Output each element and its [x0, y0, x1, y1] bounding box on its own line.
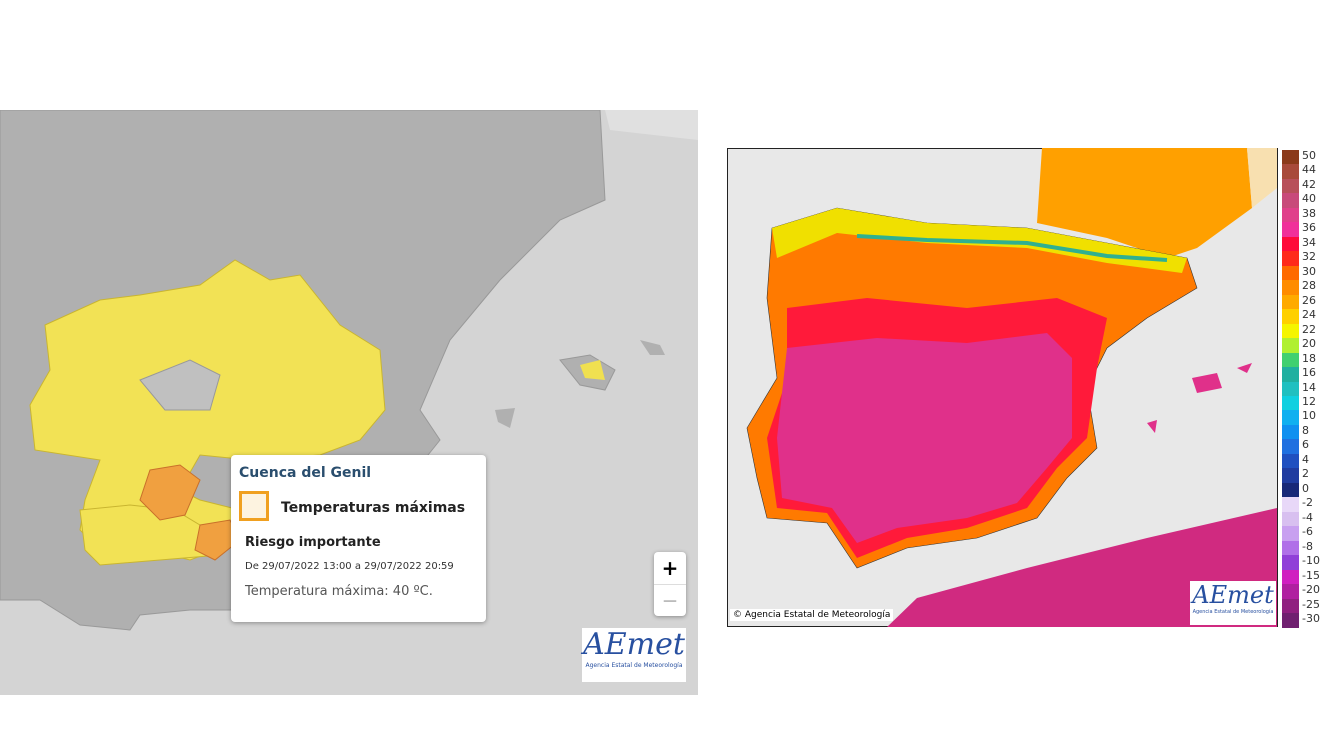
legend-swatch: [1282, 251, 1299, 266]
legend-swatch: [1282, 236, 1299, 252]
legend-swatch: [1282, 193, 1299, 208]
legend-swatch: [1282, 540, 1299, 556]
legend-swatch: [1282, 584, 1299, 599]
legend-swatch: [1282, 381, 1299, 396]
legend-swatch: [1282, 352, 1299, 368]
legend-label: 30: [1302, 264, 1316, 278]
info-popup: Cuenca del Genil Temperaturas máximas Ri…: [231, 455, 486, 622]
legend-label: 8: [1302, 423, 1309, 437]
phenomenon: Temperaturas máximas: [281, 500, 466, 516]
legend-label: 24: [1302, 308, 1316, 322]
legend-swatch: [1282, 613, 1299, 628]
legend-swatch: [1282, 207, 1299, 223]
legend-swatch: [1282, 439, 1299, 454]
legend-label: -8: [1302, 539, 1313, 553]
legend-swatch: [1282, 555, 1299, 570]
legend-label: 18: [1302, 351, 1316, 365]
legend-swatch: [1282, 150, 1299, 165]
legend-swatch: [1282, 222, 1299, 237]
legend-swatch: [1282, 280, 1299, 295]
logo: AEmet Agencia Estatal de Meteorología: [582, 628, 686, 682]
legend-swatch: [1282, 468, 1299, 483]
legend-swatch: [1282, 410, 1299, 425]
legend-swatch: [1282, 178, 1299, 194]
logo-name: AEmet: [1192, 581, 1274, 609]
legend-swatch: [1282, 598, 1299, 614]
legend-swatch: [1282, 526, 1299, 541]
credit: © Agencia Estatal de Meteorología: [730, 609, 894, 621]
legend-label: 20: [1302, 337, 1316, 351]
period: De 29/07/2022 13:00 a 29/07/2022 20:59: [245, 561, 454, 572]
legend-label: 16: [1302, 366, 1316, 380]
zoom-out[interactable]: —: [654, 584, 686, 617]
legend-label: 4: [1302, 452, 1309, 466]
legend-label: -20: [1302, 583, 1320, 597]
legend-label: 2: [1302, 467, 1309, 481]
legend-label: 12: [1302, 394, 1316, 408]
legend-label: -10: [1302, 554, 1320, 568]
risk-level: Riesgo importante: [245, 535, 381, 550]
legend-label: 10: [1302, 409, 1316, 423]
legend-swatch: [1282, 323, 1299, 339]
legend-label: -2: [1302, 496, 1313, 510]
legend-swatch: [1282, 367, 1299, 382]
legend-swatch: [1282, 294, 1299, 310]
legend-label: 40: [1302, 192, 1316, 206]
legend-swatch: [1282, 265, 1299, 281]
forecast-map: [727, 148, 1278, 627]
legend-swatch: [1282, 395, 1299, 411]
legend-label: 26: [1302, 293, 1316, 307]
legend-label: 34: [1302, 235, 1316, 249]
legend-label: 22: [1302, 322, 1316, 336]
legend-swatch: [1282, 338, 1299, 353]
legend-label: -15: [1302, 568, 1320, 582]
legend-swatch: [1282, 497, 1299, 512]
legend-label: 36: [1302, 221, 1316, 235]
legend-label: 42: [1302, 177, 1316, 191]
legend-label: 6: [1302, 438, 1309, 452]
legend-label: 50: [1302, 149, 1316, 162]
legend-label: -25: [1302, 597, 1320, 611]
legend-label: 0: [1302, 481, 1309, 495]
legend-label: 14: [1302, 380, 1316, 394]
legend-label: 44: [1302, 163, 1316, 177]
logo-agency: Agencia Estatal de Meteorología: [1192, 609, 1274, 615]
legend-label: -6: [1302, 525, 1313, 539]
popup-title: Cuenca del Genil: [239, 465, 372, 481]
logo-name: AEmet: [583, 627, 685, 662]
legend-swatch: [1282, 424, 1299, 440]
warning-map: [0, 110, 698, 695]
legend-label: 32: [1302, 250, 1316, 264]
logo: AEmet Agencia Estatal de Meteorología: [1190, 581, 1276, 625]
logo-agency: Agencia Estatal de Meteorología: [585, 662, 683, 669]
legend-swatch: [1282, 511, 1299, 527]
legend-label: 38: [1302, 206, 1316, 220]
zoom-in[interactable]: +: [661, 556, 679, 580]
legend-swatch: [1282, 309, 1299, 324]
legend-swatch: [1282, 164, 1299, 179]
legend-swatch: [1282, 482, 1299, 498]
zoom-control: + —: [654, 552, 686, 616]
detail: Temperatura máxima: 40 ºC.: [245, 584, 433, 599]
legend-swatch: [1282, 453, 1299, 469]
legend-label: -4: [1302, 510, 1313, 524]
legend-swatch: [1282, 569, 1299, 585]
warning-icon: [239, 491, 269, 521]
legend-label: -30: [1302, 612, 1320, 626]
legend-label: 28: [1302, 279, 1316, 293]
